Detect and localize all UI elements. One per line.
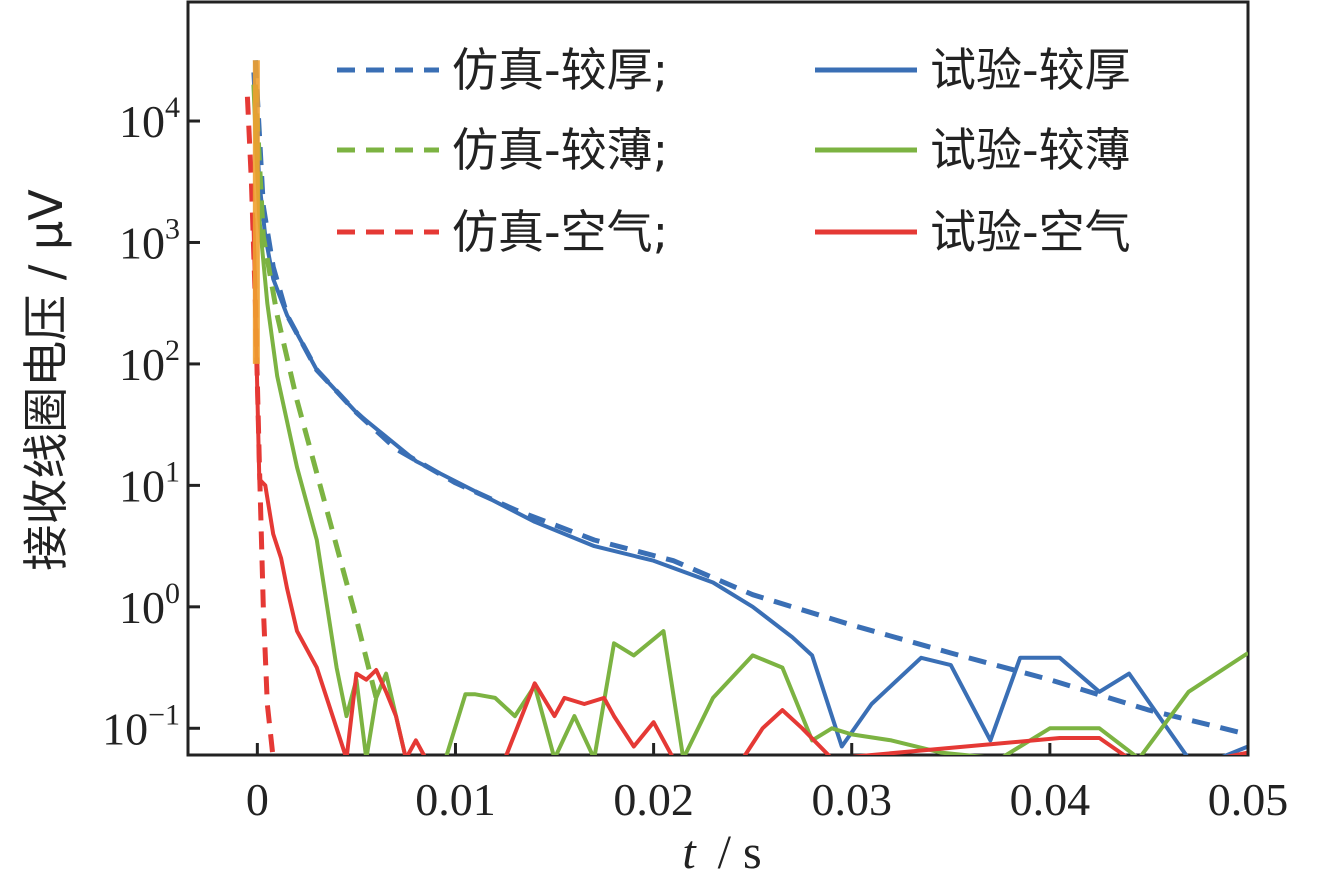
x-tick-label-3: 0.03: [811, 774, 892, 825]
series-line-5: [251, 218, 1248, 755]
legend-label-1: 试验-较厚: [930, 43, 1131, 97]
x-axis-unit: / s: [718, 826, 762, 877]
y-tick-label-2: 101: [119, 455, 180, 511]
y-tick-label-3: 102: [119, 334, 180, 390]
x-tick-label-1: 0.01: [415, 774, 496, 825]
x-axis-title: t / s: [682, 826, 761, 877]
plot-frame: [186, 0, 1250, 757]
series-line-3: [251, 84, 1248, 755]
y-axis-title: 接收线圈电压 / μV: [19, 189, 73, 571]
x-axis-variable: t: [682, 826, 697, 877]
legend-label-4: 仿真-空气;: [452, 205, 668, 259]
legend-label-3: 试验-较薄: [930, 123, 1131, 177]
series-layer: [244, 60, 1248, 755]
series-line-2: [252, 84, 379, 699]
y-tick-label-0: 10−1: [102, 698, 180, 754]
legend-label-5: 试验-空气: [930, 205, 1131, 259]
x-tick-label-0: 0: [246, 774, 269, 825]
x-tick-label-2: 0.02: [613, 774, 694, 825]
x-axis: 0 0.01 0.02 0.03 0.04 0.05: [246, 743, 1288, 825]
legend-label-2: 仿真-较薄;: [452, 123, 668, 177]
legend-label-0: 仿真-较厚;: [452, 43, 668, 97]
x-tick-label-5: 0.05: [1208, 774, 1289, 825]
series-line-1: [251, 72, 1248, 755]
y-axis: 10−1 100 101 102 103 104: [102, 91, 200, 754]
x-tick-label-4: 0.04: [1010, 774, 1091, 825]
y-tick-label-1: 100: [119, 577, 180, 633]
y-tick-label-5: 104: [119, 91, 180, 147]
y-tick-label-4: 103: [119, 212, 180, 268]
